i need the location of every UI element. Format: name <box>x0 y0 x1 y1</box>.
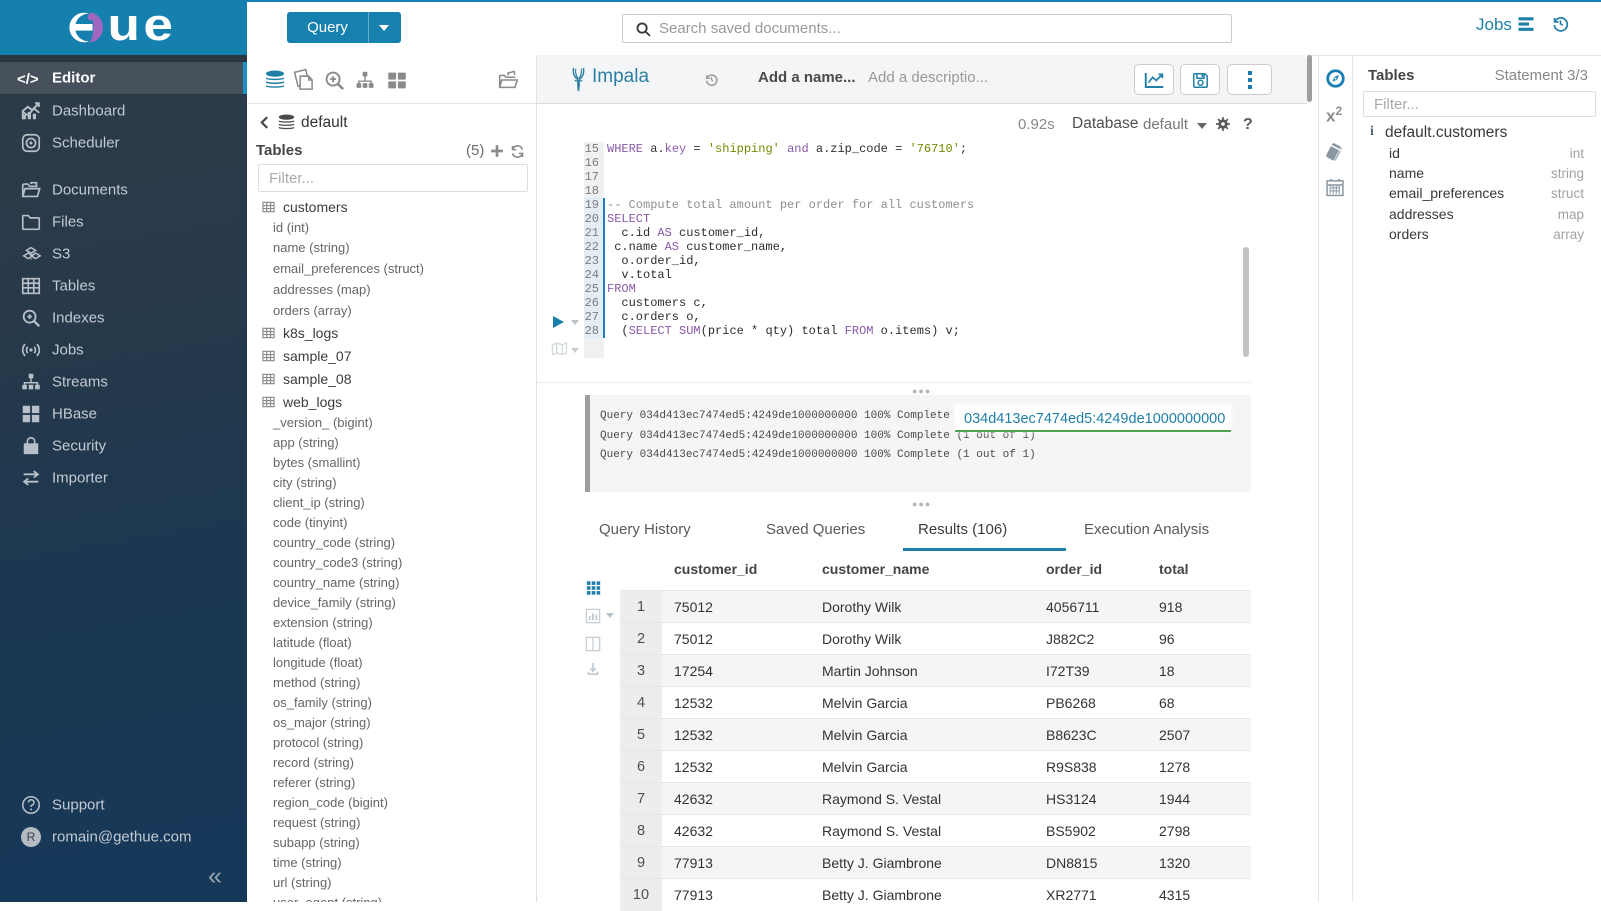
svg-text:ue: ue <box>107 5 176 50</box>
